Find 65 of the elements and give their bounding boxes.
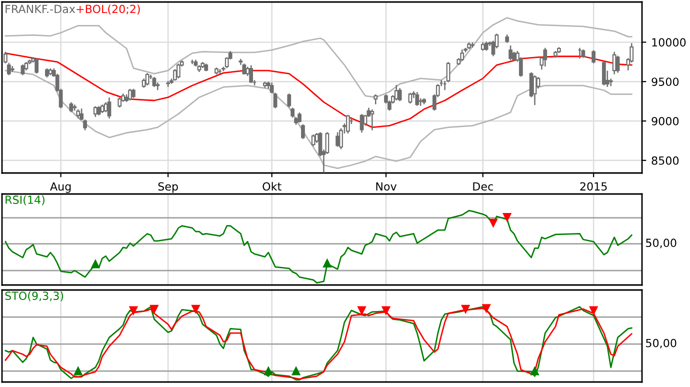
- x-tick-label: Dec: [473, 182, 493, 191]
- candlestick: [360, 114, 364, 133]
- candlestick: [602, 61, 606, 86]
- candlestick: [301, 124, 305, 139]
- y-tick-label: 8500: [652, 156, 679, 165]
- y-tick-label: 9000: [652, 116, 679, 126]
- candlestick: [107, 98, 112, 118]
- candlestick: [394, 84, 398, 100]
- candlestick: [612, 52, 616, 74]
- point: [74, 366, 82, 376]
- candlestick: [4, 52, 8, 64]
- candlestick: [592, 50, 596, 64]
- x-tick-label: Okt: [262, 182, 282, 191]
- line-series: [4, 17, 632, 98]
- candlestick: [128, 88, 132, 100]
- text: +BOL(20;2): [76, 4, 140, 14]
- candlestick: [398, 88, 402, 102]
- chart-title: STO(9,3,3): [5, 291, 64, 302]
- point: [502, 212, 512, 222]
- x-tick-label: Sep: [158, 182, 178, 193]
- y-tick-label: 9500: [652, 78, 679, 86]
- candlestick: [415, 92, 420, 106]
- candlestick: [336, 132, 340, 147]
- text: 50,00: [646, 238, 676, 248]
- x-tick-label: Aug: [50, 182, 71, 193]
- candlestick: [145, 73, 150, 86]
- chart-title: FRANKF.-Dax: [6, 4, 76, 14]
- candlestick: [287, 94, 292, 108]
- x-tick-label: Nov: [376, 182, 397, 191]
- point: [489, 218, 498, 228]
- point: [91, 260, 100, 268]
- point: [129, 306, 138, 315]
- candlestick: [408, 92, 412, 104]
- point: [589, 306, 598, 315]
- candlestick: [249, 65, 254, 84]
- candlestick: [72, 104, 77, 111]
- x-tick-label: 2015: [580, 182, 607, 191]
- candlestick: [460, 49, 464, 61]
- point: [323, 259, 332, 268]
- point: [150, 304, 158, 314]
- candlestick: [346, 114, 350, 134]
- point: [192, 304, 200, 314]
- candlestick: [311, 134, 316, 146]
- candlestick: [370, 109, 374, 130]
- point: [358, 306, 366, 315]
- candlestick: [34, 58, 39, 74]
- candlestick: [20, 64, 25, 76]
- candlestick: [532, 75, 537, 106]
- line-series: [4, 70, 632, 169]
- candlestick: [608, 78, 613, 86]
- candlestick: [176, 64, 180, 78]
- candlestick: [6, 62, 11, 76]
- point: [530, 366, 539, 376]
- point: [382, 306, 390, 315]
- y-tick-label: 10000: [652, 38, 686, 47]
- candlestick: [508, 46, 512, 60]
- candlestick: [616, 56, 620, 73]
- candlestick: [543, 48, 548, 66]
- point: [461, 304, 470, 314]
- chart-title: RSI(14): [6, 195, 44, 206]
- text: 50,00: [646, 338, 676, 348]
- point: [482, 304, 490, 312]
- candlestick: [93, 106, 98, 117]
- point: [264, 366, 273, 376]
- point: [292, 366, 300, 376]
